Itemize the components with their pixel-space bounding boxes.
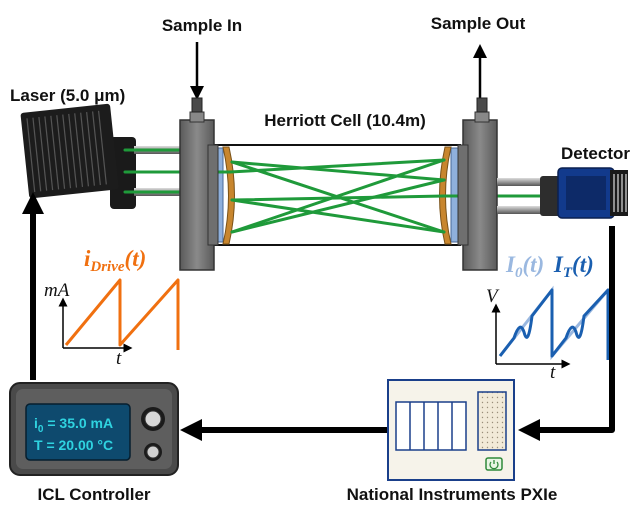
detector	[540, 167, 628, 219]
pxie-label: National Instruments PXIe	[347, 485, 558, 504]
it-waveform	[498, 288, 610, 360]
left-flange	[179, 97, 219, 271]
detector-to-pxie-arrow	[518, 226, 615, 441]
drive-plot-title: iDrive(t)	[84, 246, 146, 275]
controller-label: ICL Controller	[37, 485, 150, 504]
drive-plot-xlabel: t	[116, 348, 122, 369]
drive-waveform	[64, 278, 180, 350]
sample-in-arrow	[190, 42, 204, 100]
drive-plot: iDrive(t) mA t	[44, 246, 180, 369]
sample-out-arrow	[473, 44, 487, 98]
cell-label: Herriott Cell (10.4m)	[264, 111, 426, 130]
detector-plot-title: I0(t) IT(t)	[505, 252, 594, 281]
detector-plot-ylabel: V	[486, 286, 500, 307]
i0-waveform	[498, 285, 610, 361]
controller-knob-small[interactable]	[144, 443, 162, 461]
detector-rod-bottom	[497, 206, 545, 214]
pxie-chassis	[387, 379, 515, 481]
laser-label: Laser (5.0 μm)	[10, 86, 125, 105]
controller-to-laser-arrow	[22, 192, 44, 380]
laser-head	[20, 103, 136, 209]
controller-knob-large[interactable]	[141, 407, 165, 431]
pxie-to-controller-arrow	[180, 419, 388, 441]
drive-plot-ylabel: mA	[44, 280, 70, 301]
controller-current-readout: i0 = 35.0 mA	[34, 415, 113, 435]
detector-plot: I0(t) IT(t) V t	[486, 252, 610, 383]
detector-plot-xlabel: t	[550, 362, 556, 383]
sample-in-label: Sample In	[162, 16, 242, 35]
right-flange	[457, 97, 498, 271]
detector-label: Detector	[561, 144, 630, 163]
sample-out-label: Sample Out	[431, 14, 526, 33]
detector-rod-top	[497, 178, 545, 186]
pxie-vent	[477, 391, 507, 451]
power-icon	[489, 461, 499, 470]
controller-lcd	[25, 403, 131, 461]
icl-controller: i0 = 35.0 mA T = 20.00 °C	[9, 382, 179, 476]
controller-temperature-readout: T = 20.00 °C	[34, 437, 113, 453]
pxie-power-button[interactable]	[485, 457, 503, 471]
pxie-slot-bank	[395, 401, 467, 451]
